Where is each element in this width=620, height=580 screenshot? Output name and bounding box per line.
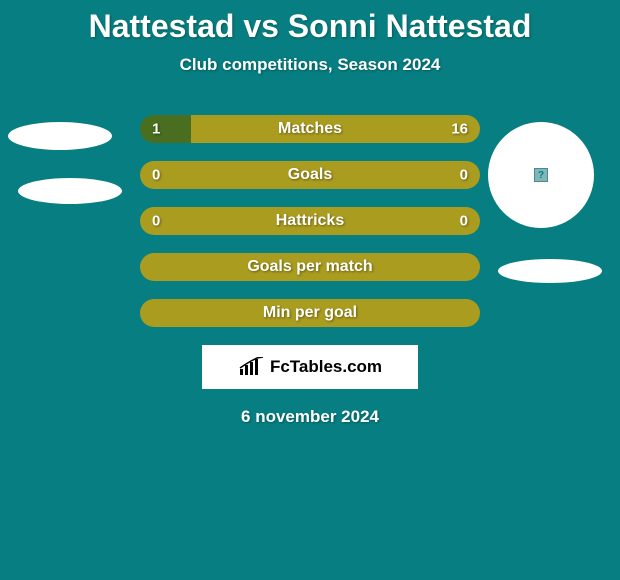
stat-value-left: 0 [152,167,160,184]
logo-text: FcTables.com [270,357,382,377]
stat-value-left: 0 [152,213,160,230]
subtitle: Club competitions, Season 2024 [0,55,620,75]
decor-ellipse-2 [18,178,122,204]
stat-label: Min per goal [263,304,357,322]
logo-box: FcTables.com [202,345,418,389]
stat-row: Goals per match [140,253,480,281]
decor-ellipse-1 [8,122,112,150]
avatar-placeholder-icon: ? [534,168,548,182]
stat-row: Goals 0 0 [140,161,480,189]
stat-label: Hattricks [276,212,344,230]
stat-label: Goals [288,166,332,184]
stat-row: Hattricks 0 0 [140,207,480,235]
page-title: Nattestad vs Sonni Nattestad [0,0,620,45]
date-text: 6 november 2024 [0,407,620,427]
player-avatar: ? [488,122,594,228]
stat-row: Matches 1 16 [140,115,480,143]
stat-value-right: 16 [451,121,468,138]
avatar-shadow [498,259,602,283]
stat-value-right: 0 [460,167,468,184]
stat-rows: Matches 1 16 Goals 0 0 Hattricks 0 0 Goals per ma… [140,115,480,327]
stat-label: Matches [278,120,342,138]
stat-value-right: 0 [460,213,468,230]
stat-label: Goals per match [247,258,372,276]
stat-row: Min per goal [140,299,480,327]
chart-icon [238,357,264,377]
stat-value-left: 1 [152,121,160,138]
